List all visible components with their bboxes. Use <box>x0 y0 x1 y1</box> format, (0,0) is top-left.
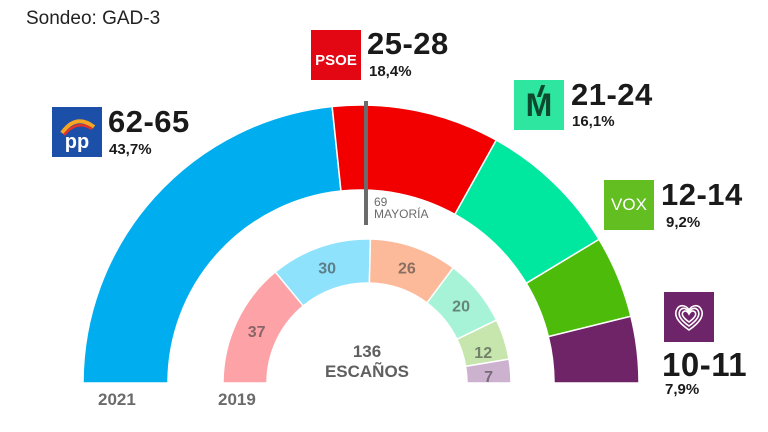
svg-text:pp: pp <box>65 131 89 153</box>
inner-seat-label: 37 <box>248 324 266 341</box>
inner-seat-label: 20 <box>452 298 470 315</box>
inner-seat-label: 26 <box>398 261 416 278</box>
inner-seat-label: 12 <box>474 345 492 362</box>
total-seats: 136 ESCAÑOS <box>307 342 427 382</box>
segment-2019-unidas-podemos <box>464 358 512 384</box>
podemos-seats: 10-11 <box>662 346 748 383</box>
pp-logo-glyph: pp <box>60 119 96 153</box>
majority-number: 69 <box>374 195 388 209</box>
vox-pct: 9,2% <box>666 214 701 231</box>
heart-icon <box>674 304 704 331</box>
segment-2021-unidas-podemos <box>547 315 640 384</box>
podemos-pct: 7,9% <box>665 381 700 398</box>
pp-logo-icon: pp <box>52 107 102 157</box>
vox-logo-text: VOX <box>611 195 647 214</box>
total-seats-number: 136 <box>352 342 382 361</box>
mas-madrid-logo-icon: M <box>514 80 564 130</box>
mas-madrid-pct: 16,1% <box>572 113 615 130</box>
mas-madrid-seats: 21-24 <box>571 77 653 112</box>
vox-logo-icon: VOX <box>604 180 654 230</box>
pp-pct: 43,7% <box>109 141 152 158</box>
pp-seats: 62-65 <box>108 104 190 139</box>
inner-seat-label: 30 <box>318 261 336 278</box>
psoe-logo-icon: PSOE <box>311 30 361 80</box>
vox-seats: 12-14 <box>661 177 743 212</box>
majority-text: MAYORÍA <box>374 207 429 221</box>
psoe-pct: 18,4% <box>369 63 412 80</box>
inner-seat-label: 7 <box>484 369 493 386</box>
year-2021-label: 2021 <box>98 390 136 409</box>
psoe-logo-text: PSOE <box>315 51 357 69</box>
psoe-seats: 25-28 <box>367 26 449 61</box>
total-seats-label: ESCAÑOS <box>324 362 410 381</box>
chart-title: Sondeo: GAD-3 <box>26 8 161 29</box>
segment-2021-pp <box>82 105 342 384</box>
podemos-heart-logo-icon <box>664 292 714 342</box>
majority-label: 69 MAYORÍA <box>374 196 428 220</box>
year-2019-label: 2019 <box>218 390 256 409</box>
